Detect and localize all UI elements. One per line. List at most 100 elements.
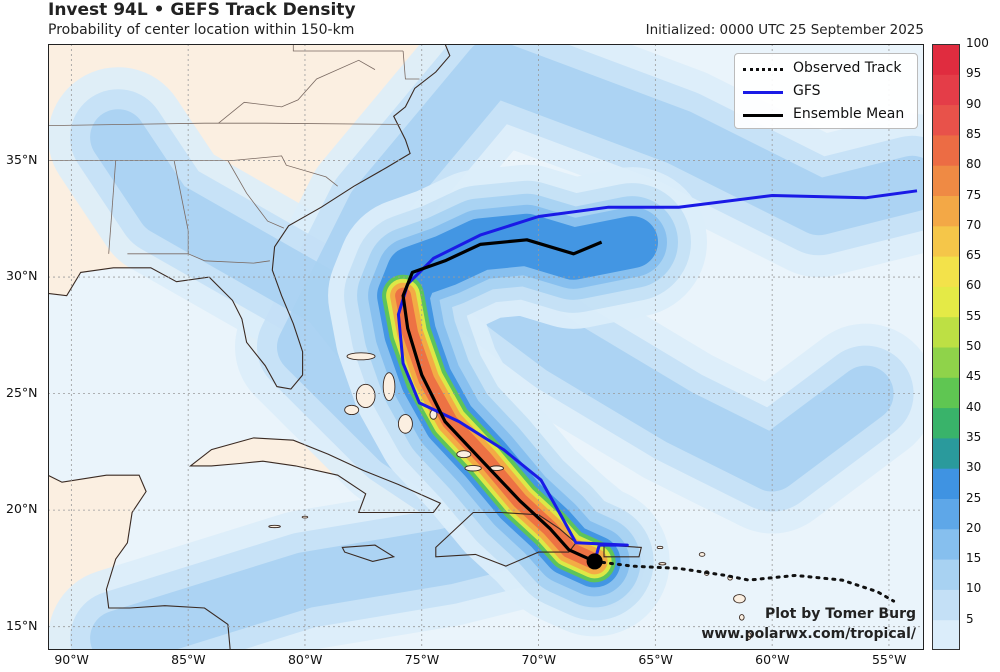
longitude-tick-label: 80°W — [287, 652, 323, 667]
initialized-time: Initialized: 0000 UTC 25 September 2025 — [645, 22, 924, 38]
state-border — [402, 50, 420, 80]
north-america-landmass-coast — [48, 44, 451, 390]
colorbar-tick-label: 85 — [966, 126, 982, 141]
colorbar-segment — [932, 377, 960, 409]
colorbar-segment — [932, 165, 960, 196]
colorbar — [932, 44, 960, 650]
credit-author: Plot by Tomer Burg — [765, 606, 916, 622]
state-border — [292, 44, 404, 52]
colorbar-tick-label: 15 — [966, 551, 982, 566]
chart-subtitle: Probability of center location within 15… — [48, 22, 355, 38]
legend-item-gfs: GFS — [743, 81, 915, 103]
colorbar-tick-label: 75 — [966, 187, 982, 202]
latitude-tick-label: 15°N — [6, 617, 38, 633]
colorbar-segment — [932, 316, 960, 348]
colorbar-tick-label: 10 — [966, 581, 982, 596]
legend-item-observed: Observed Track — [743, 58, 915, 80]
legend-label-gfs: GFS — [793, 83, 821, 99]
grid-layer — [48, 44, 924, 650]
observed-swatch — [743, 68, 783, 71]
colorbar-segment — [932, 134, 960, 166]
colorbar-tick-label: 80 — [966, 157, 982, 172]
map-canvas — [48, 44, 924, 650]
longitude-tick-label: 65°W — [638, 652, 673, 667]
hispaniola-landmass-coast — [435, 511, 577, 567]
island — [456, 450, 472, 459]
island — [344, 404, 360, 416]
colorbar-tick-label: 100 — [966, 36, 989, 50]
island — [355, 383, 376, 409]
chart-title: Invest 94L • GEFS Track Density — [48, 0, 356, 20]
puerto-rico-landmass-coast — [603, 544, 642, 558]
density-spread-band — [90, 44, 924, 650]
state-border — [204, 260, 270, 264]
colorbar-tick-label: 25 — [966, 490, 982, 505]
island — [658, 562, 667, 566]
latitude-tick-label: 35°N — [6, 151, 38, 167]
mean-swatch — [743, 114, 783, 117]
legend-label-observed: Observed Track — [793, 60, 902, 76]
longitude-tick-label: 75°W — [404, 652, 440, 667]
latitude-tick-label: 30°N — [6, 268, 38, 284]
colorbar-segment — [932, 589, 960, 621]
island — [382, 372, 396, 402]
credit-url: www.polarwx.com/tropical/ — [701, 626, 916, 642]
legend-item-mean: Ensemble Mean — [743, 104, 915, 126]
colorbar-segment — [932, 559, 960, 590]
island — [346, 352, 376, 361]
gfs-track — [396, 189, 918, 562]
island — [739, 614, 745, 621]
colorbar-tick-label: 45 — [966, 369, 982, 384]
longitude-tick-label: 55°W — [871, 652, 907, 667]
island — [268, 524, 281, 529]
colorbar-segment — [932, 468, 960, 499]
colorbar-tick-label: 30 — [966, 460, 982, 475]
colorbar-segment — [932, 104, 960, 136]
longitude-tick-label: 70°W — [521, 652, 557, 667]
jamaica-landmass-coast — [341, 544, 396, 562]
colorbar-tick-label: 95 — [966, 66, 982, 81]
colorbar-segment — [932, 44, 960, 75]
colorbar-segment — [932, 195, 960, 227]
colorbar-segment — [932, 286, 960, 318]
cuba-landmass-coast — [188, 437, 442, 514]
island — [656, 545, 664, 550]
map-panel — [48, 44, 924, 650]
state-border — [204, 122, 401, 125]
colorbar-segment — [932, 74, 960, 106]
colorbar-tick-label: 65 — [966, 248, 982, 263]
colorbar-segment — [932, 528, 960, 560]
coast-layer — [48, 44, 752, 650]
density-spread-band — [440, 249, 894, 492]
legend: Observed Track GFS Ensemble Mean — [734, 53, 918, 129]
ensemble-mean-track — [401, 238, 603, 563]
colorbar-tick-label: 70 — [966, 217, 982, 232]
state-border — [218, 59, 376, 124]
colorbar-tick-label: 55 — [966, 308, 982, 323]
latitude-tick-label: 25°N — [6, 384, 38, 400]
legend-label-mean: Ensemble Mean — [793, 106, 905, 122]
storm-center-marker — [586, 553, 603, 570]
colorbar-segment — [932, 498, 960, 530]
colorbar-tick-label: 60 — [966, 278, 982, 293]
island — [464, 464, 482, 472]
colorbar-border — [932, 44, 960, 650]
island — [301, 515, 309, 519]
colorbar-tick-label: 35 — [966, 429, 982, 444]
track-layer — [396, 189, 918, 603]
colorbar-segment — [932, 225, 960, 257]
colorbar-segment — [932, 437, 960, 469]
colorbar-segment — [932, 407, 960, 439]
gfs-swatch — [743, 91, 783, 94]
state-border — [227, 160, 285, 229]
island — [698, 552, 706, 557]
colorbar-segment — [932, 347, 960, 378]
island — [733, 594, 746, 604]
longitude-tick-label: 90°W — [54, 652, 89, 667]
island — [746, 632, 752, 640]
colorbar-segment — [932, 619, 960, 650]
state-border — [48, 122, 205, 126]
colorbar-tick-label: 40 — [966, 399, 982, 414]
yucatan-landmass-coast — [48, 474, 231, 650]
colorbar-tick-label: 5 — [966, 611, 974, 626]
